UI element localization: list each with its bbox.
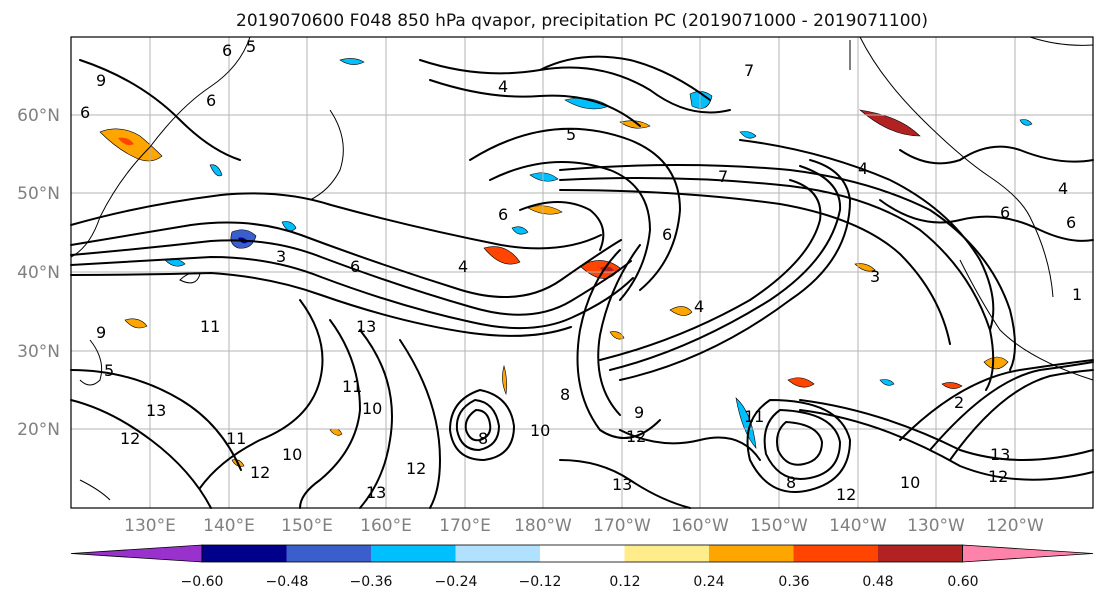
contour-label: 4: [694, 297, 704, 316]
contour-label: 10: [362, 399, 382, 418]
colorbar-tick-label: 0.24: [693, 574, 724, 590]
colorbar-tick-label: 0.60: [947, 574, 978, 590]
contour-label: 6: [80, 103, 90, 122]
contour-label: 9: [634, 403, 644, 422]
contour-label: 4: [458, 257, 468, 276]
lat-label: 30°N: [17, 342, 60, 362]
colorbar-segment: [793, 545, 879, 562]
colorbar-tick-label: −0.36: [350, 574, 393, 590]
contour-labels: 6 9 6 5 4 6 6 5 6 4 3 7 6 11 13 9 5 13 1…: [80, 37, 1082, 504]
contour-label: 12: [120, 429, 140, 448]
contour-label: 13: [366, 483, 386, 502]
figure-title: 2019070600 F048 850 hPa qvapor, precipit…: [236, 11, 928, 31]
contour-label: 8: [560, 385, 570, 404]
colorbar-segment: [371, 545, 456, 562]
colorbar-segment: [709, 545, 794, 562]
lon-label: 140°E: [203, 516, 255, 536]
contour-label: 2: [954, 393, 964, 412]
colorbar: [70, 544, 1094, 563]
contour-label: 11: [200, 317, 220, 336]
contour-label: 3: [870, 267, 880, 286]
lon-label: 170°E: [439, 516, 491, 536]
contour-label: 7: [744, 61, 754, 80]
contour-label: 6: [1066, 213, 1076, 232]
contour-label: 6: [1000, 203, 1010, 222]
contour-label: 12: [250, 463, 270, 482]
lat-label: 60°N: [17, 106, 60, 126]
colorbar-segment: [202, 545, 287, 562]
contour-label: 9: [96, 71, 106, 90]
contour-label: 4: [498, 77, 508, 96]
contour-label: 13: [146, 401, 166, 420]
contour-label: 5: [566, 125, 576, 144]
lon-label: 150°E: [281, 516, 333, 536]
contour-label: 4: [858, 159, 868, 178]
contour-label: 13: [356, 317, 376, 336]
contour-label: 11: [342, 377, 362, 396]
colorbar-tick-label: −0.12: [519, 574, 562, 590]
longitude-labels: 130°E 140°E 150°E 160°E 170°E 180°W 170°…: [124, 516, 1044, 536]
contour-label: 6: [662, 225, 672, 244]
lat-label: 50°N: [17, 184, 60, 204]
contour-label: 12: [406, 459, 426, 478]
contour-label: 5: [246, 37, 256, 56]
colorbar-tick-label: 0.36: [778, 574, 809, 590]
colorbar-frame: [201, 544, 963, 563]
contour-label: 12: [988, 467, 1008, 486]
colorbar-tick-label: −0.60: [181, 574, 224, 590]
colorbar-tick-label: 0.12: [609, 574, 640, 590]
contour-label: 13: [612, 475, 632, 494]
coastlines: [70, 36, 1094, 501]
contour-label: 5: [104, 361, 114, 380]
lon-label: 180°W: [514, 516, 572, 536]
contour-label: 10: [900, 473, 920, 492]
colorbar-segment: [455, 545, 541, 562]
lon-label: 160°E: [360, 516, 412, 536]
contour-label: 11: [226, 429, 246, 448]
colorbar-segment: [878, 545, 963, 562]
colorbar-segment: [540, 545, 625, 562]
contour-label: 7: [718, 167, 728, 186]
precip-shading: [99, 58, 1033, 467]
contour-lines: [70, 55, 1094, 509]
contour-label: 12: [836, 485, 856, 504]
colorbar-segment: [286, 545, 372, 562]
contour-label: 9: [96, 323, 106, 342]
contour-label: 6: [350, 257, 360, 276]
contour-label: 8: [786, 473, 796, 492]
contour-label: 6: [206, 91, 216, 110]
lon-label: 130°E: [124, 516, 176, 536]
lon-label: 170°W: [593, 516, 651, 536]
lon-label: 130°W: [907, 516, 965, 536]
lat-label: 40°N: [17, 263, 60, 283]
contour-label: 10: [282, 445, 302, 464]
contour-label: 3: [276, 247, 286, 266]
colorbar-tick-label: 0.48: [862, 574, 893, 590]
colorbar-extend-high: [962, 544, 1094, 563]
colorbar-tick-label: −0.24: [435, 574, 478, 590]
contour-label: 1: [1072, 285, 1082, 304]
lon-label: 120°W: [986, 516, 1044, 536]
latitude-labels: 60°N 50°N 40°N 30°N 20°N: [17, 106, 60, 440]
contour-label: 13: [990, 445, 1010, 464]
colorbar-labels: −0.60 −0.48 −0.36 −0.24 −0.12 0.12 0.24 …: [181, 574, 979, 590]
lon-label: 150°W: [750, 516, 808, 536]
colorbar-extend-low: [70, 544, 203, 563]
lon-label: 140°W: [829, 516, 887, 536]
contour-label: 8: [478, 429, 488, 448]
contour-label: 12: [626, 427, 646, 446]
colorbar-tick-label: −0.48: [266, 574, 309, 590]
colorbar-segment: [624, 545, 710, 562]
contour-label: 4: [1058, 179, 1068, 198]
contour-label: 6: [498, 205, 508, 224]
map-frame: [70, 36, 1094, 509]
contour-label: 6: [222, 41, 232, 60]
lat-label: 20°N: [17, 420, 60, 440]
lon-label: 160°W: [671, 516, 729, 536]
contour-label: 11: [744, 407, 764, 426]
contour-label: 10: [530, 421, 550, 440]
